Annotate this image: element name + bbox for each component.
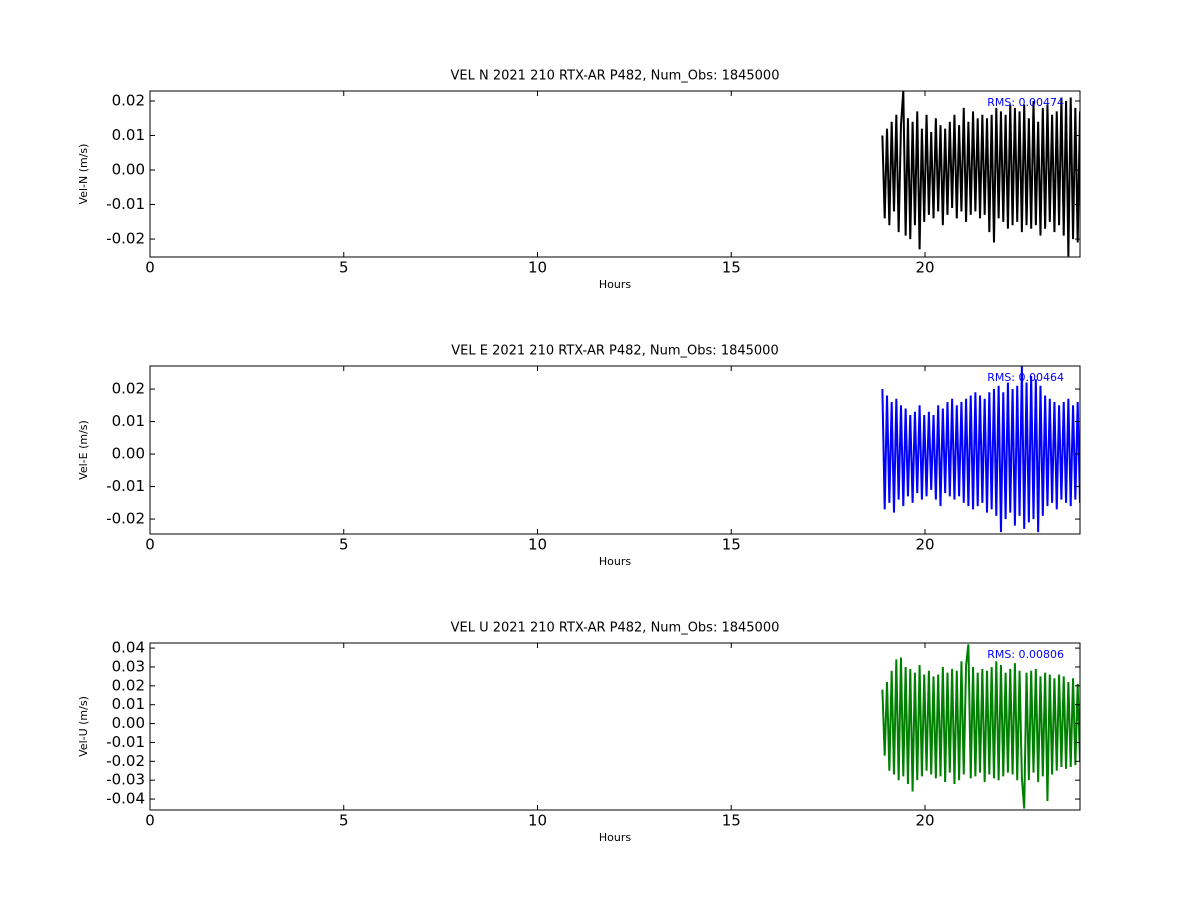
x-tick-label: 0 — [145, 812, 155, 830]
y-tick-label: 0.00 — [112, 445, 145, 463]
plot-area — [150, 366, 1080, 534]
x-tick-label: 10 — [528, 259, 547, 277]
axes-frame — [149, 365, 1081, 535]
y-tick-label: -0.02 — [106, 230, 145, 248]
x-tick-label: 5 — [339, 812, 349, 830]
x-tick-label: 5 — [339, 536, 349, 554]
x-tick-label: 0 — [145, 259, 155, 277]
plot-area — [150, 91, 1080, 257]
y-tick-label: -0.03 — [106, 771, 145, 789]
subplot-title: VEL N 2021 210 RTX-AR P482, Num_Obs: 184… — [451, 69, 780, 84]
y-tick-label: -0.01 — [106, 733, 145, 751]
x-tick-label: 20 — [915, 536, 934, 554]
subplot: VEL E 2021 210 RTX-AR P482, Num_Obs: 184… — [77, 344, 1081, 568]
subplot-title: VEL E 2021 210 RTX-AR P482, Num_Obs: 184… — [451, 344, 778, 359]
x-tick-label: 20 — [915, 812, 934, 830]
x-axis-label: Hours — [599, 831, 631, 844]
y-tick-label: 0.02 — [112, 676, 145, 694]
y-axis-label: Vel-E (m/s) — [77, 420, 90, 480]
y-tick-label: 0.00 — [112, 714, 145, 732]
rms-annotation: RMS: 0.00806 — [987, 648, 1064, 661]
y-tick-label: -0.02 — [106, 752, 145, 770]
x-tick-label: 15 — [722, 812, 741, 830]
subplot: VEL U 2021 210 RTX-AR P482, Num_Obs: 184… — [77, 621, 1081, 844]
axes-frame — [149, 90, 1081, 258]
y-tick-label: -0.04 — [106, 790, 145, 808]
x-tick-label: 15 — [722, 259, 741, 277]
rms-annotation: RMS: 0.00464 — [987, 371, 1064, 384]
x-tick-label: 0 — [145, 536, 155, 554]
y-tick-label: -0.01 — [106, 195, 145, 213]
y-axis-label: Vel-U (m/s) — [77, 696, 90, 757]
plot-area — [150, 643, 1080, 810]
y-tick-label: 0.02 — [112, 380, 145, 398]
data-line — [881, 91, 1080, 257]
subplot-title: VEL U 2021 210 RTX-AR P482, Num_Obs: 184… — [451, 621, 780, 636]
x-tick-label: 10 — [528, 536, 547, 554]
y-axis-label: Vel-N (m/s) — [77, 144, 90, 205]
x-tick-label: 20 — [915, 259, 934, 277]
subplot: VEL N 2021 210 RTX-AR P482, Num_Obs: 184… — [77, 69, 1081, 291]
y-tick-label: 0.00 — [112, 161, 145, 179]
data-line — [881, 366, 1080, 533]
y-tick-label: 0.02 — [112, 92, 145, 110]
y-tick-label: 0.01 — [112, 412, 145, 430]
y-tick-label: 0.01 — [112, 126, 145, 144]
rms-annotation: RMS: 0.00474 — [987, 96, 1064, 109]
y-tick-label: 0.01 — [112, 695, 145, 713]
y-tick-label: 0.04 — [112, 639, 145, 657]
x-tick-label: 5 — [339, 259, 349, 277]
data-line — [881, 644, 1080, 809]
y-tick-label: -0.01 — [106, 477, 145, 495]
axes-frame — [149, 642, 1081, 811]
y-tick-label: -0.02 — [106, 510, 145, 528]
x-axis-label: Hours — [599, 555, 631, 568]
y-tick-label: 0.03 — [112, 657, 145, 675]
x-tick-label: 10 — [528, 812, 547, 830]
x-axis-label: Hours — [599, 278, 631, 291]
x-tick-label: 15 — [722, 536, 741, 554]
